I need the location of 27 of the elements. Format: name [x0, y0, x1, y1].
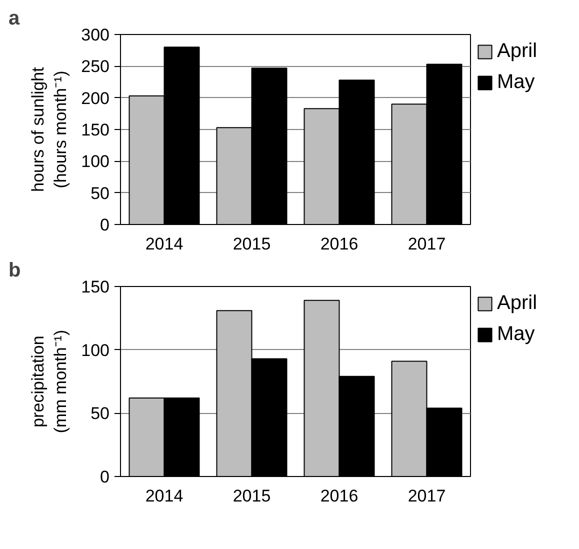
y-tick-label: 100 [81, 340, 110, 360]
x-tick-label: 2016 [320, 234, 358, 254]
legend-label: April [497, 292, 538, 315]
y-tick-label: 250 [81, 57, 110, 76]
y-tick-label: 100 [81, 152, 110, 172]
legend-label: April [497, 40, 538, 63]
x-tick-label: 2015 [232, 234, 271, 254]
y-tick-label: 150 [81, 278, 110, 296]
legend-label: May [497, 323, 535, 346]
legend-label: May [497, 71, 535, 94]
x-tick-label: 2017 [408, 234, 446, 254]
y-axis-title: precipitation (mm month⁻¹) [28, 330, 70, 434]
y-tick-label: 50 [90, 404, 110, 424]
chart-title: b [8, 260, 21, 282]
x-tick-label: 2014 [145, 234, 184, 254]
y-tick-label: 50 [90, 184, 110, 203]
y-tick-label: 0 [100, 468, 110, 486]
y-axis-title: hours of sunlight (hours month⁻¹) [28, 66, 70, 192]
x-tick-label: 2015 [232, 486, 271, 506]
y-tick-label: 0 [100, 216, 110, 234]
y-tick-label: 150 [81, 120, 110, 140]
chart-title: a [8, 8, 20, 30]
x-tick-label: 2016 [320, 486, 358, 506]
x-tick-label: 2014 [145, 486, 184, 506]
x-tick-label: 2017 [408, 486, 446, 506]
y-tick-label: 300 [81, 26, 110, 44]
y-tick-label: 200 [81, 88, 110, 108]
